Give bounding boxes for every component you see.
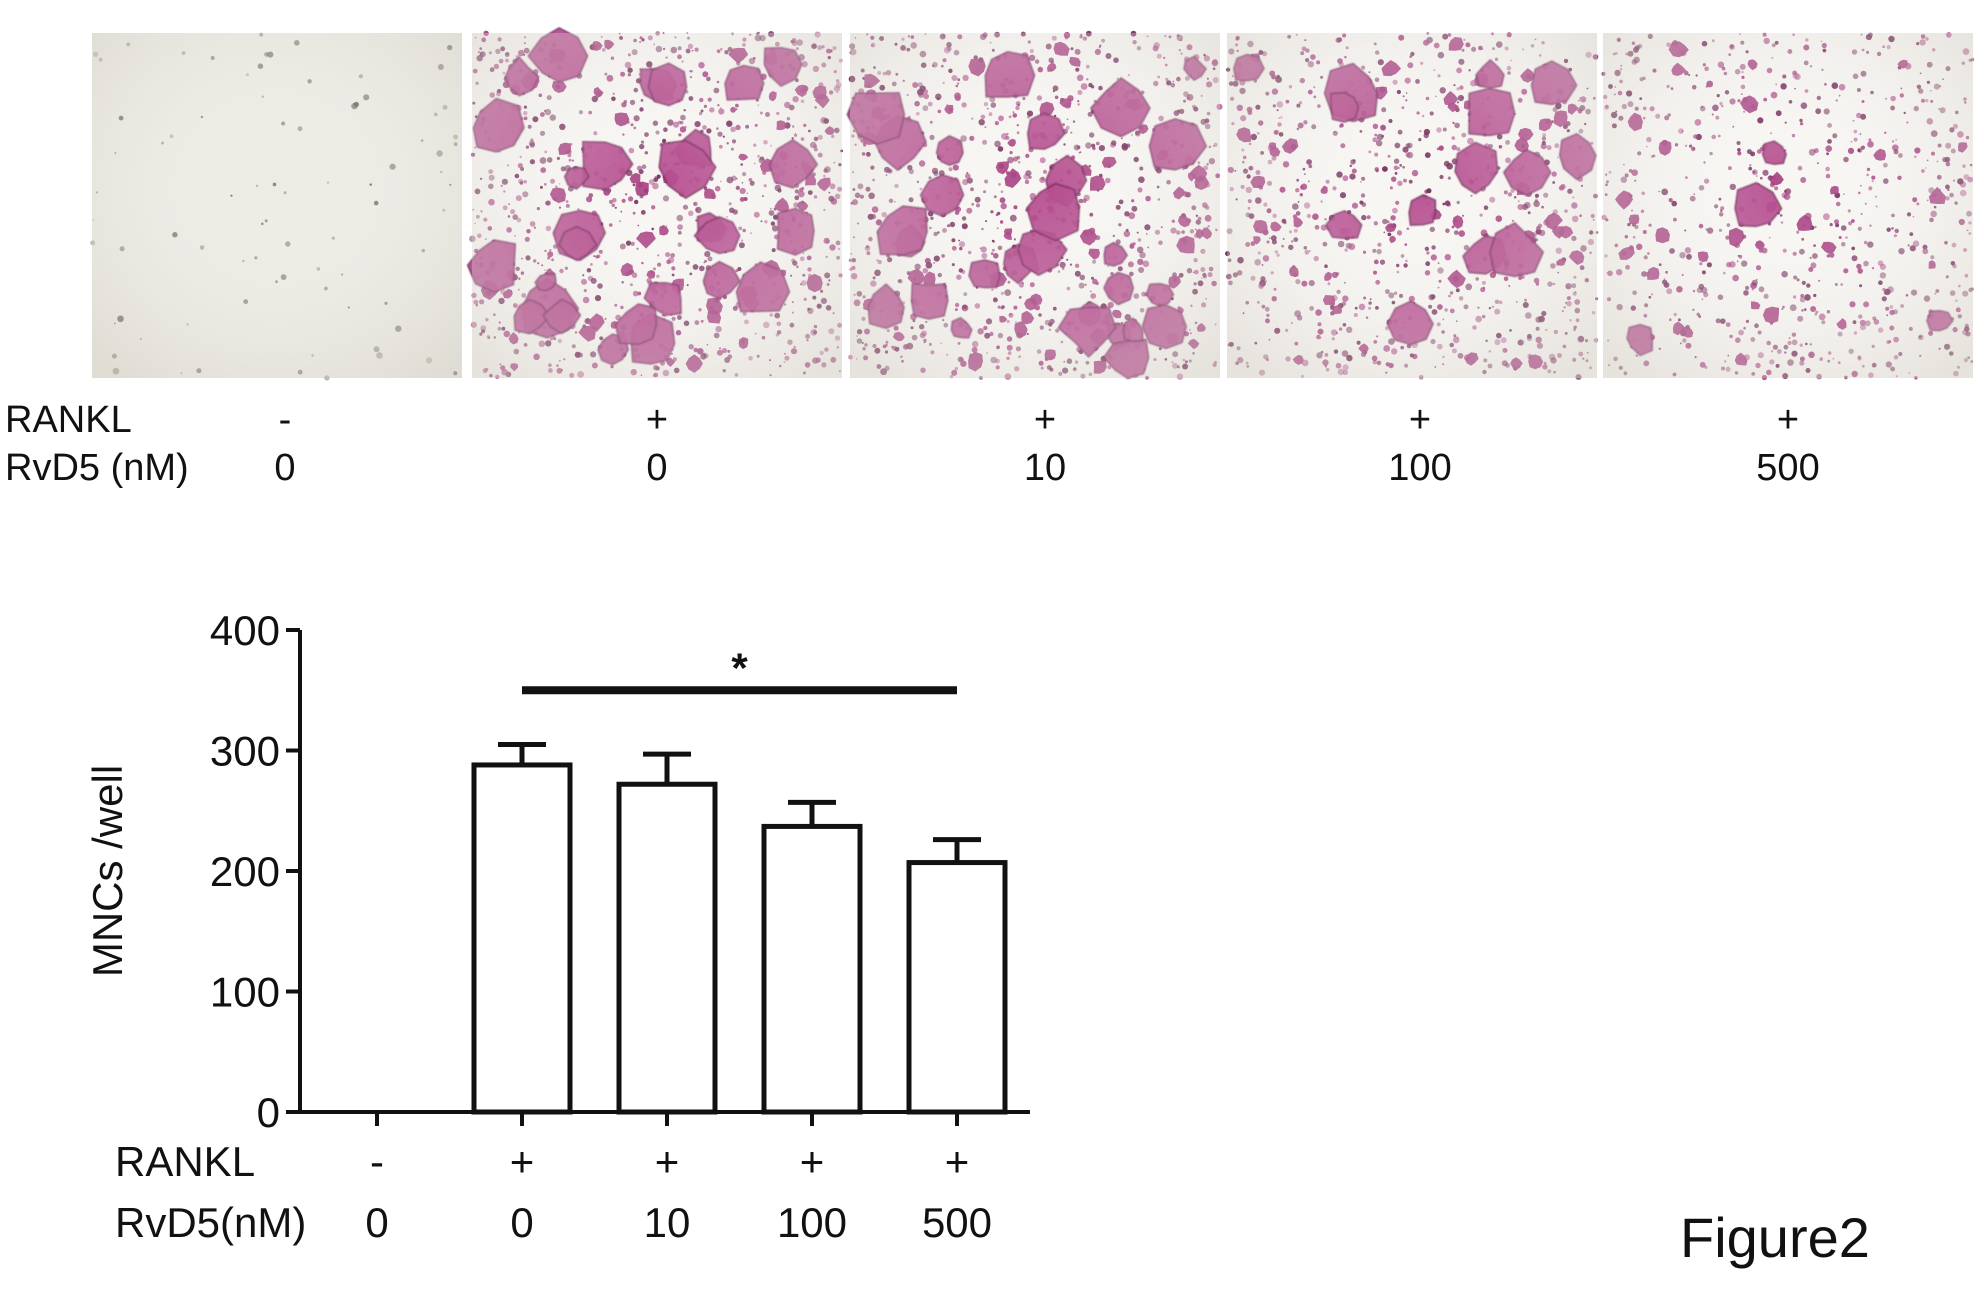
bar [906, 860, 1008, 1115]
micrograph-shading [1603, 33, 1973, 378]
micrograph-panels [90, 27, 1975, 381]
y-axis-label: MNCs /well [84, 765, 131, 977]
rankl-value: + [510, 1138, 535, 1185]
y-tick-label: 400 [210, 607, 280, 654]
micrograph-panel [1225, 32, 1599, 380]
micrograph-shading [850, 33, 1220, 378]
rvd5-row-label: RvD5(nM) [115, 1199, 306, 1246]
figure-label: Figure2 [1680, 1206, 1870, 1269]
micro-rvd5-value: 10 [1024, 447, 1066, 489]
micrograph-shading [472, 33, 842, 378]
y-tick-label: 100 [210, 969, 280, 1016]
micrograph-panel [846, 30, 1223, 380]
rankl-row-label: RANKL [115, 1138, 255, 1185]
rvd5-value: 500 [922, 1199, 992, 1246]
micrograph-panel [1601, 32, 1975, 381]
rvd5-value: 0 [510, 1199, 533, 1246]
rvd5-value: 10 [644, 1199, 691, 1246]
y-tick-label: 200 [210, 848, 280, 895]
rvd5-value: 0 [365, 1199, 388, 1246]
rankl-value: + [945, 1138, 970, 1185]
micro-rankl-value: - [279, 399, 292, 441]
rankl-value: - [370, 1138, 384, 1185]
micro-rankl-value: + [646, 399, 668, 441]
bar [471, 762, 573, 1115]
bar [761, 823, 863, 1115]
rankl-value: + [800, 1138, 825, 1185]
rankl-value: + [655, 1138, 680, 1185]
bar [616, 781, 718, 1115]
micrograph-panel [90, 32, 462, 381]
y-tick-label: 0 [257, 1089, 280, 1136]
rvd5-value: 100 [777, 1199, 847, 1246]
micrograph-shading [1227, 33, 1597, 378]
micro-rvd5-value: 100 [1388, 447, 1451, 489]
significance-label: * [731, 644, 748, 691]
micrograph-labels: RANKL RvD5 (nM) - 0 +0 +10 +100 +500 [5, 399, 1820, 489]
micrograph-shading [92, 33, 462, 378]
micro-rankl-value: + [1777, 399, 1799, 441]
micro-rvd5-value: 500 [1756, 447, 1819, 489]
micrograph-panel [466, 27, 843, 379]
micro-row-label-rankl: RANKL [5, 399, 132, 441]
y-tick-label: 300 [210, 728, 280, 775]
micro-rvd5-value: 0 [274, 447, 295, 489]
micro-rankl-value: + [1409, 399, 1431, 441]
micro-rvd5-value: 0 [646, 447, 667, 489]
micro-row-label-rvd5: RvD5 (nM) [5, 447, 189, 489]
micro-rankl-value: + [1034, 399, 1056, 441]
